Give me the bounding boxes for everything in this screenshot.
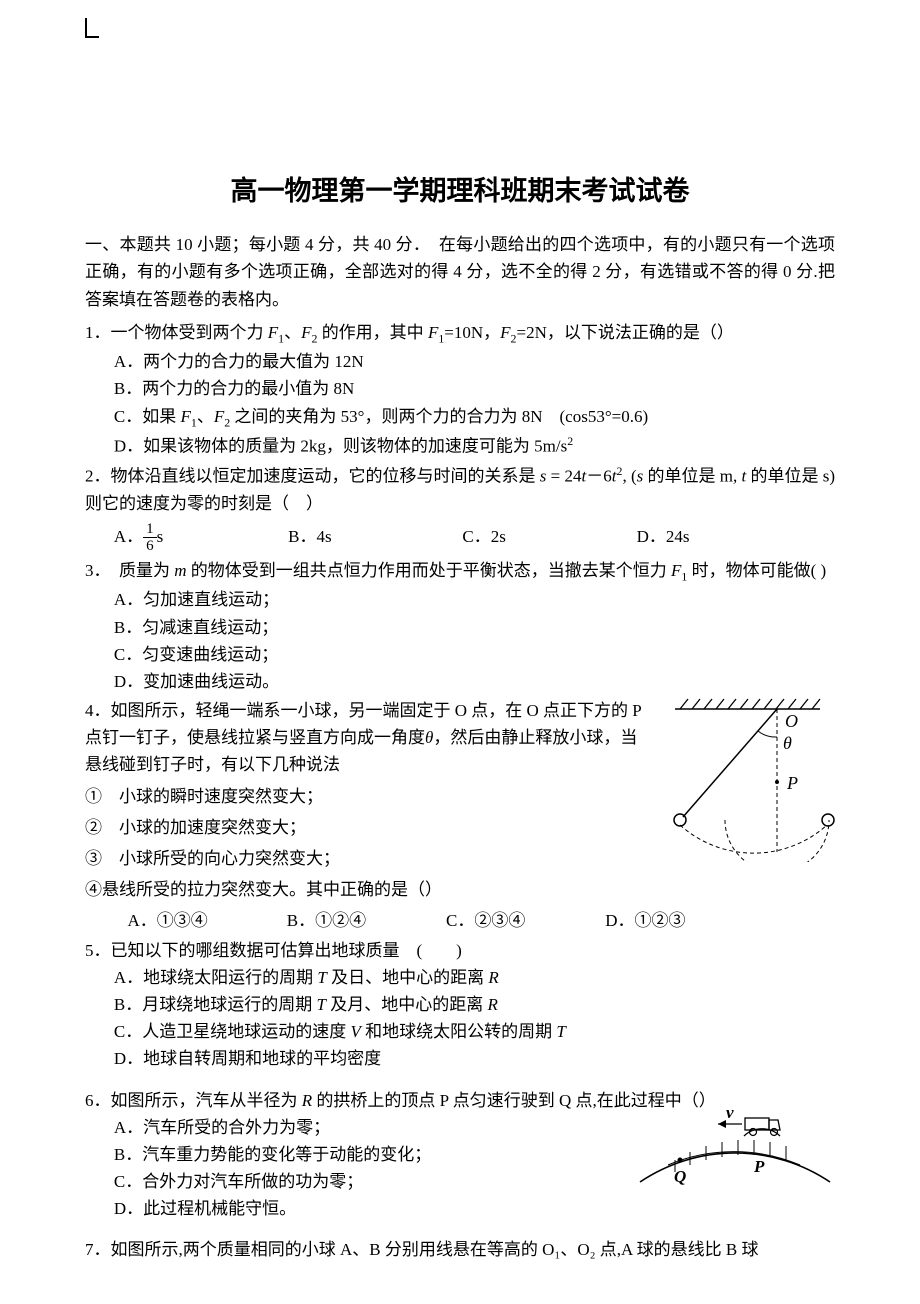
q6-optD: D．此过程机械能守恒。 [114, 1195, 835, 1222]
q3-ta: 3． 质量为 [85, 561, 174, 580]
q5-optD: D．地球自转周期和地球的平均密度 [114, 1045, 835, 1072]
sym-R1: R [488, 968, 498, 987]
q5-optC: C．人造卫星绕地球运动的速度 V 和地球绕太阳公转的周期 T [114, 1018, 835, 1045]
q2-optA-a: A． [114, 523, 143, 550]
q2-te: 的单位是 m, [643, 467, 741, 486]
q6-figure: v Q P [630, 1110, 835, 1188]
exam-title: 高一物理第一学期理科班期末考试试卷 [85, 170, 835, 213]
q6-tb: 的拱桥上的顶点 P 点匀速行驶到 Q 点,在此过程中（） [312, 1091, 716, 1110]
q4-figure: O θ P [655, 697, 835, 862]
q5-optA: A．地球绕太阳运行的周期 T 及日、地中心的距离 R [114, 964, 835, 991]
q4-label-O: O [785, 711, 798, 731]
sym-T3: T [556, 1022, 565, 1041]
q1-optD-t: D．如果该物体的质量为 2kg，则该物体的加速度可能为 5m/s [114, 437, 567, 456]
q5-stem: 5．已知以下的哪组数据可估算出地球质量 ( ) [85, 937, 835, 964]
q2-td: , ( [622, 467, 636, 486]
sym-V: V [350, 1022, 360, 1041]
q1-stem: 1．一个物体受到两个力 F1、F2 的作用，其中 F1=10N，F2=2N，以下… [85, 319, 835, 348]
q2-optC: C．2s [462, 523, 632, 550]
frac-1-6: 16 [143, 521, 157, 555]
q2-tc: －6 [586, 467, 612, 486]
sym-T1: T [317, 968, 326, 987]
q2-stem: 2．物体沿直线以恒定加速度运动，它的位移与时间的关系是 s = 24t－6t2,… [85, 462, 835, 517]
q3-tb: 的物体受到一组共点恒力作用而处于平衡状态，当撤去某个恒力 [187, 561, 672, 580]
sym-F2c: F [214, 407, 224, 426]
q4-optD: D．①②③ [605, 907, 750, 934]
q4-optB: B．①②④ [287, 907, 442, 934]
q4-label-P: P [786, 773, 798, 793]
q4-optC: C．②③④ [446, 907, 601, 934]
q7-stem: 7．如图所示,两个质量相同的小球 A、B 分别用线悬在等高的 O₁、O₂ 点,A… [85, 1236, 835, 1263]
sym-F2: F [301, 323, 311, 342]
q3-tc: 时，物体可能做( ) [687, 561, 826, 580]
sym-R3: R [302, 1091, 312, 1110]
q1-optC: C．如果 F1、F2 之间的夹角为 53°，则两个力的合力为 8N (cos53… [114, 403, 835, 432]
q1-t2: 的作用，其中 [317, 323, 428, 342]
q1-optB: B．两个力的合力的最小值为 8N [114, 375, 835, 402]
q5a-b: 及日、地中心的距离 [327, 968, 489, 987]
q1-optC-b: 之间的夹角为 53°，则两个力的合力为 8N (cos53°=0.6) [230, 407, 648, 426]
q6-label-v: v [726, 1110, 734, 1122]
q4-s4: ④悬线所受的拉力突然变大。其中正确的是（） [85, 876, 835, 903]
q1-t3: =10N， [444, 323, 500, 342]
q3-optC: C．匀变速曲线运动； [114, 641, 835, 668]
q3-optD: D．变加速曲线运动。 [114, 668, 835, 695]
q6-label-P: P [753, 1157, 765, 1176]
q2-optD: D．24s [637, 523, 787, 550]
q1-optA: A．两个力的合力的最大值为 12N [114, 348, 835, 375]
section-instructions: 一、本题共 10 小题；每小题 4 分，共 40 分． 在每小题给出的四个选项中… [85, 231, 835, 313]
question-6: 6．如图所示，汽车从半径为 R 的拱桥上的顶点 P 点匀速行驶到 Q 点,在此过… [85, 1087, 835, 1223]
question-2: 2．物体沿直线以恒定加速度运动，它的位移与时间的关系是 s = 24t－6t2,… [85, 462, 835, 555]
q5c-b: 和地球绕太阳公转的周期 [361, 1022, 557, 1041]
sym-F1b: F [428, 323, 438, 342]
q1-sup2: 2 [567, 434, 573, 448]
q2-optA-b: s [157, 523, 164, 550]
q6-label-Q: Q [674, 1167, 686, 1186]
q5-optB: B．月球绕地球运行的周期 T 及月、地中心的距离 R [114, 991, 835, 1018]
dot2: 、 [197, 407, 214, 426]
question-3: 3． 质量为 m 的物体受到一组共点恒力作用而处于平衡状态，当撤去某个恒力 F1… [85, 557, 835, 695]
sym-m: m [174, 561, 186, 580]
question-5: 5．已知以下的哪组数据可估算出地球质量 ( ) A．地球绕太阳运行的周期 T 及… [85, 937, 835, 1073]
q2-tb: = 24 [546, 467, 581, 486]
q2-ta: 2．物体沿直线以恒定加速度运动，它的位移与时间的关系是 [85, 467, 540, 486]
frac-den: 6 [143, 538, 157, 555]
q5b-b: 及月、地中心的距离 [326, 995, 488, 1014]
question-7: 7．如图所示,两个质量相同的小球 A、B 分别用线悬在等高的 O₁、O₂ 点,A… [85, 1236, 835, 1263]
q1-optD: D．如果该物体的质量为 2kg，则该物体的加速度可能为 5m/s2 [114, 432, 835, 460]
q5c-a: C．人造卫星绕地球运动的速度 [114, 1022, 351, 1041]
q3-optB: B．匀减速直线运动； [114, 614, 835, 641]
q1-t1: 1．一个物体受到两个力 [85, 323, 268, 342]
q5a-a: A．地球绕太阳运行的周期 [114, 968, 318, 987]
q3-stem: 3． 质量为 m 的物体受到一组共点恒力作用而处于平衡状态，当撤去某个恒力 F1… [85, 557, 835, 586]
question-4: O θ P 4．如图所示，轻绳一端系一小球，另一端固定于 O 点，在 O 点正下… [85, 697, 835, 935]
sym-T2: T [316, 995, 325, 1014]
sym-R2: R [487, 995, 497, 1014]
q6-ta: 6．如图所示，汽车从半径为 [85, 1091, 302, 1110]
q1-t4: =2N，以下说法正确的是（） [517, 323, 734, 342]
q1-optC-a: C．如果 [114, 407, 181, 426]
frac-num: 1 [143, 521, 157, 539]
sym-F1c: F [180, 407, 190, 426]
dot1: 、 [284, 323, 301, 342]
page-corner-mark [85, 18, 99, 38]
sym-F2b: F [500, 323, 510, 342]
q4-label-theta: θ [783, 733, 792, 753]
q2-optB: B．4s [288, 523, 458, 550]
q3-optA: A．匀加速直线运动； [114, 586, 835, 613]
sym-Fi: F [671, 561, 681, 580]
q4-optA: A．①③④ [128, 907, 283, 934]
q5b-a: B．月球绕地球运行的周期 [114, 995, 317, 1014]
sym-F1: F [268, 323, 278, 342]
q2-optA: A．16s [114, 521, 284, 555]
question-1: 1．一个物体受到两个力 F1、F2 的作用，其中 F1=10N，F2=2N，以下… [85, 319, 835, 460]
